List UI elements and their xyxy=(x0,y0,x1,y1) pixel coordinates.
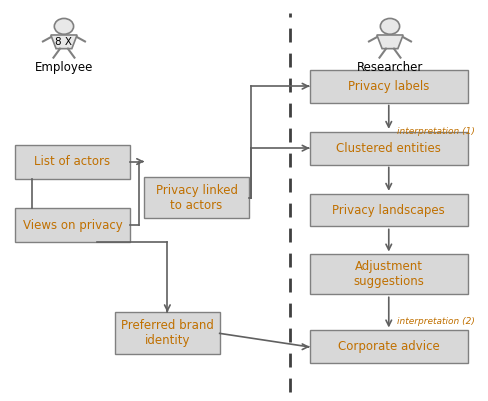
Circle shape xyxy=(380,18,400,34)
Polygon shape xyxy=(377,35,403,49)
Text: interpretation (1): interpretation (1) xyxy=(397,127,475,136)
Polygon shape xyxy=(51,35,77,49)
FancyBboxPatch shape xyxy=(310,330,468,363)
Text: Researcher: Researcher xyxy=(357,61,423,74)
FancyBboxPatch shape xyxy=(115,312,220,354)
FancyBboxPatch shape xyxy=(310,70,468,103)
Text: Preferred brand
identity: Preferred brand identity xyxy=(121,319,214,347)
FancyBboxPatch shape xyxy=(310,132,468,164)
FancyBboxPatch shape xyxy=(310,194,468,227)
Text: interpretation (2): interpretation (2) xyxy=(397,317,475,326)
Circle shape xyxy=(54,18,74,34)
FancyBboxPatch shape xyxy=(144,176,249,219)
FancyBboxPatch shape xyxy=(15,209,130,243)
Text: Privacy linked
to actors: Privacy linked to actors xyxy=(156,184,238,211)
Text: Privacy landscapes: Privacy landscapes xyxy=(332,204,445,217)
Text: Views on privacy: Views on privacy xyxy=(22,219,122,232)
Text: Privacy labels: Privacy labels xyxy=(348,80,429,93)
Text: 8 X: 8 X xyxy=(56,37,72,47)
Text: List of actors: List of actors xyxy=(35,155,111,168)
FancyBboxPatch shape xyxy=(15,144,130,178)
FancyBboxPatch shape xyxy=(310,255,468,294)
Text: Corporate advice: Corporate advice xyxy=(338,340,440,353)
Text: Clustered entities: Clustered entities xyxy=(336,142,441,155)
Text: Employee: Employee xyxy=(35,61,93,74)
Text: Adjustment
suggestions: Adjustment suggestions xyxy=(353,260,424,288)
